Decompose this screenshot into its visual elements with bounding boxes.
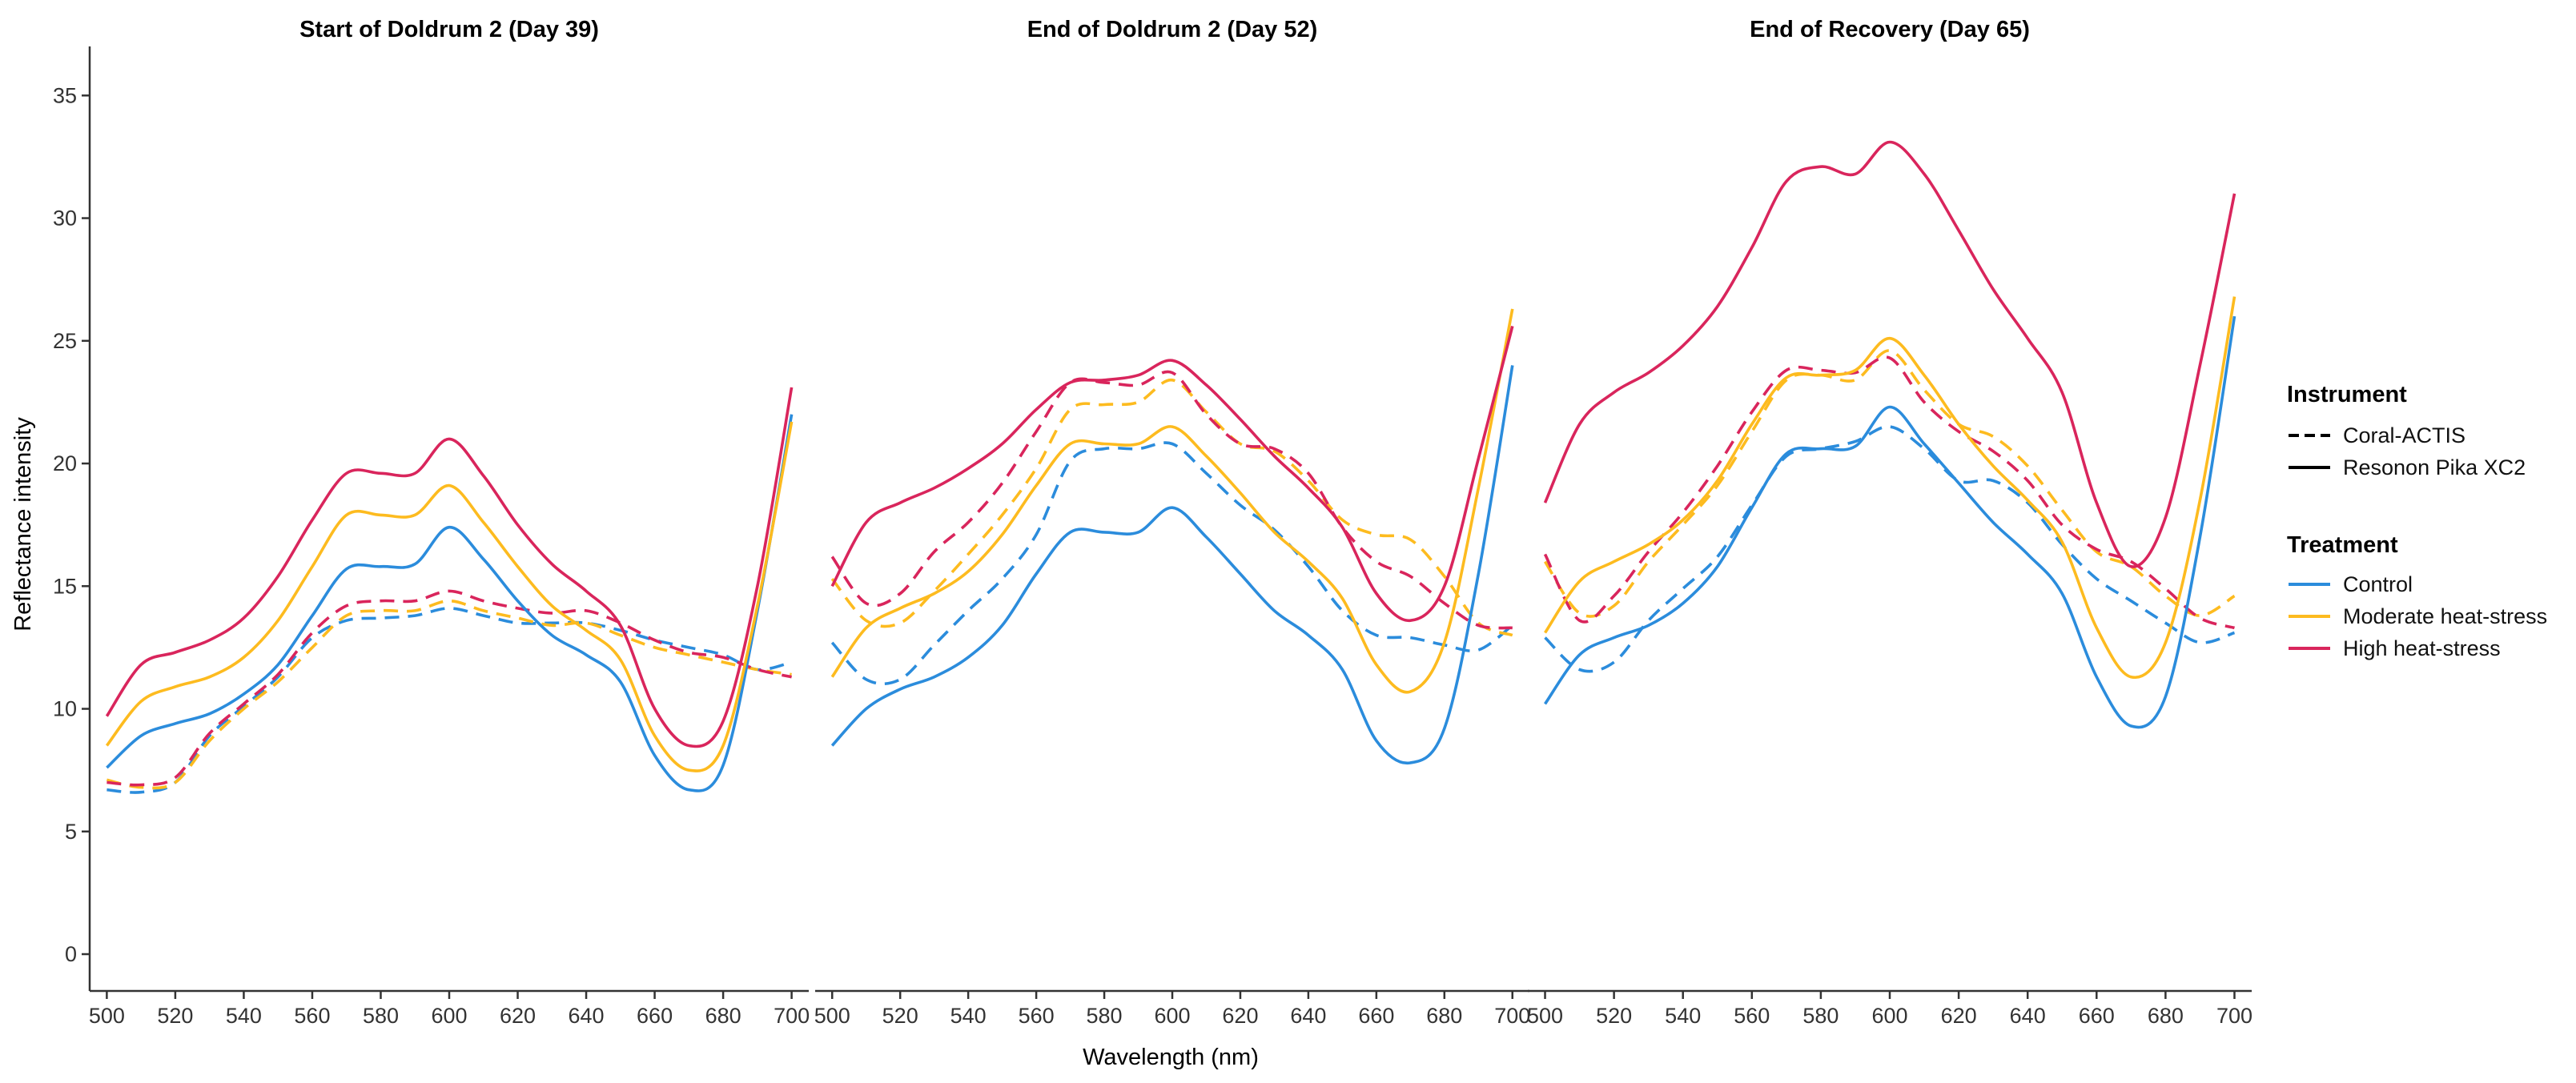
y-tick-label: 15 <box>53 574 77 598</box>
panel-title: Start of Doldrum 2 (Day 39) <box>299 17 599 42</box>
y-axis-title: Reflectance intensity <box>10 417 36 632</box>
x-tick-label: 660 <box>1358 1004 1394 1028</box>
series-line-control-resonon <box>106 414 794 792</box>
panel-2: End of Doldrum 2 (Day 52) 500 520 540 560 580… <box>814 17 1531 1028</box>
legend-label-instrument: Coral-ACTIS <box>2343 423 2465 447</box>
x-tick-label: 560 <box>294 1004 330 1028</box>
series-line-moderate-heat-stress-resonon <box>1544 296 2236 680</box>
panel-3: End of Recovery (Day 65) 500 520 540 560 580 6… <box>1527 17 2252 1028</box>
series-line-moderate-heat-stress-coral-actis <box>1543 349 2236 618</box>
x-tick-label: 580 <box>1087 1004 1123 1028</box>
legend-label-treatment: Moderate heat-stress <box>2343 604 2547 628</box>
x-tick-label: 700 <box>774 1004 810 1028</box>
panel-title: End of Recovery (Day 65) <box>1750 17 2030 42</box>
legend-label-treatment: Control <box>2343 572 2413 596</box>
legend-label-treatment: High heat-stress <box>2343 636 2501 660</box>
x-tick-label: 640 <box>2010 1004 2046 1028</box>
y-tick-label: 25 <box>53 329 77 353</box>
x-tick-label: 660 <box>637 1004 673 1028</box>
x-tick-label: 500 <box>1527 1004 1563 1028</box>
y-tick-label: 5 <box>65 820 77 844</box>
x-tick-label: 640 <box>569 1004 605 1028</box>
series-line-high-heat-stress-resonon <box>105 387 794 748</box>
plot-layer: 0 5 10 15 20 25 30 35 Start of Doldrum 2 (Day 39… <box>53 17 2252 1028</box>
x-tick-label: 540 <box>226 1004 262 1028</box>
x-tick-label: 540 <box>950 1004 987 1028</box>
panel-1: Start of Doldrum 2 (Day 39) 500 520 540 560 5… <box>89 17 810 1028</box>
legend-label-instrument: Resonon Pika XC2 <box>2343 455 2526 479</box>
x-tick-label: 600 <box>431 1004 467 1028</box>
x-tick-label: 680 <box>705 1004 741 1028</box>
series-line-control-coral-actis <box>106 607 793 794</box>
x-tick-label: 680 <box>2148 1004 2184 1028</box>
legend: Instrument Coral-ACTIS Resonon Pika XC2 Tre… <box>2287 382 2547 660</box>
x-tick-label: 680 <box>1426 1004 1462 1028</box>
series-line-moderate-heat-stress-coral-actis <box>830 378 1513 637</box>
x-tick-label: 520 <box>157 1004 193 1028</box>
x-tick-label: 660 <box>2079 1004 2115 1028</box>
x-tick-label: 620 <box>500 1004 536 1028</box>
series-line-control-coral-actis <box>1544 425 2236 673</box>
legend-title-treatment: Treatment <box>2287 532 2398 558</box>
series-line-high-heat-stress-coral-actis <box>106 589 792 787</box>
series-line-moderate-heat-stress-resonon <box>105 421 794 772</box>
x-tick-label: 520 <box>1596 1004 1632 1028</box>
series-line-control-coral-actis <box>830 441 1513 686</box>
y-tick-label: 30 <box>53 207 77 231</box>
y-tick-label: 10 <box>53 697 77 721</box>
x-tick-label: 500 <box>89 1004 125 1028</box>
series-line-moderate-heat-stress-coral-actis <box>106 599 792 790</box>
x-tick-label: 640 <box>1290 1004 1326 1028</box>
x-tick-label: 560 <box>1019 1004 1055 1028</box>
x-tick-label: 620 <box>1941 1004 1977 1028</box>
x-tick-label: 580 <box>363 1004 399 1028</box>
series-line-moderate-heat-stress-resonon <box>830 308 1514 694</box>
x-tick-label: 580 <box>1802 1004 1839 1028</box>
x-tick-label: 560 <box>1734 1004 1770 1028</box>
series-line-high-heat-stress-coral-actis <box>830 370 1513 630</box>
x-tick-label: 600 <box>1871 1004 1907 1028</box>
series-line-control-resonon <box>1544 315 2236 729</box>
series-line-high-heat-stress-coral-actis <box>1543 355 2236 630</box>
y-tick-label: 35 <box>53 83 77 107</box>
legend-title-instrument: Instrument <box>2287 382 2407 407</box>
x-tick-label: 500 <box>814 1004 850 1028</box>
series-line-control-resonon <box>830 365 1514 765</box>
y-tick-label: 0 <box>65 942 77 966</box>
x-axis-title: Wavelength (nm) <box>1083 1045 1259 1070</box>
x-tick-label: 520 <box>882 1004 918 1028</box>
x-tick-label: 620 <box>1222 1004 1258 1028</box>
series-line-high-heat-stress-resonon <box>830 325 1514 623</box>
x-tick-label: 600 <box>1154 1004 1190 1028</box>
x-tick-label: 540 <box>1665 1004 1701 1028</box>
y-tick-label: 20 <box>53 451 77 475</box>
series-line-high-heat-stress-resonon <box>1543 140 2236 568</box>
x-tick-label: 700 <box>1494 1004 1530 1028</box>
panel-title: End of Doldrum 2 (Day 52) <box>1027 17 1318 42</box>
x-tick-label: 700 <box>2216 1004 2252 1028</box>
